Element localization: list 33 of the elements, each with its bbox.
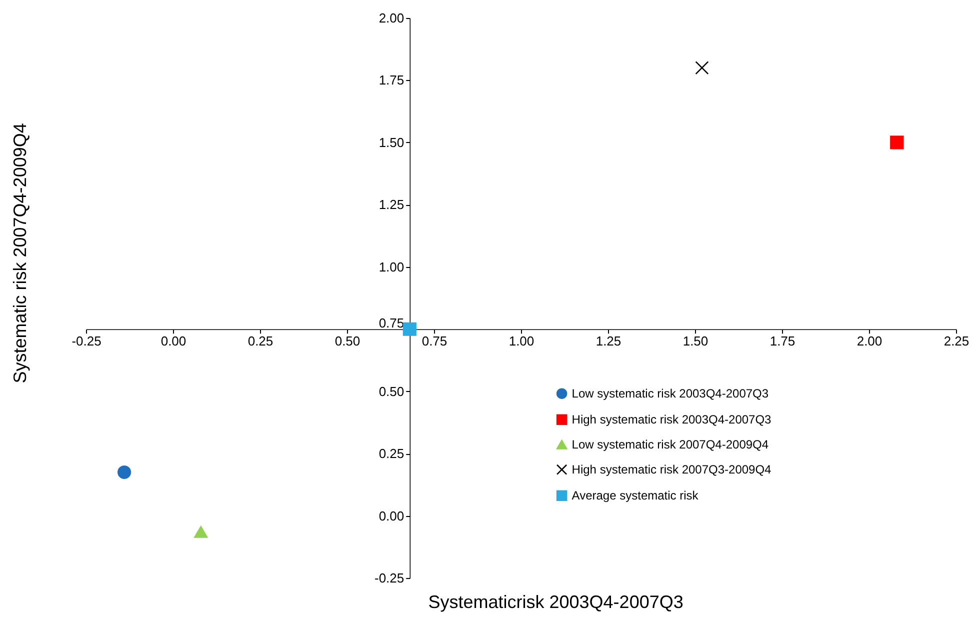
point: [194, 526, 208, 538]
y-tick-label: 0.00: [378, 508, 404, 524]
y-tick-label: 1.25: [378, 197, 404, 212]
legend-label: Low systematic risk 2007Q4-2009Q4: [572, 438, 769, 452]
y-tick-label: 0.50: [378, 384, 404, 399]
x-tick-label: -0.25: [72, 334, 102, 349]
legend-label: High systematic risk 2003Q4-2007Q3: [572, 412, 772, 427]
legend-label: Low systematic risk 2003Q4-2007Q3: [572, 386, 769, 401]
x-axis-title: Systematicrisk 2003Q4-2007Q3: [428, 592, 684, 612]
y-axis-title: Systematic risk 2007Q4-2009Q4: [10, 123, 30, 384]
y-tick-label: 0.25: [378, 446, 404, 462]
legend-label: High systematic risk 2007Q3-2009Q4: [572, 462, 772, 477]
y-tick-label: 2.00: [378, 10, 404, 26]
y-tick-label: 1.75: [378, 72, 404, 88]
x-tick-label: 1.50: [682, 334, 708, 349]
x-tick-label: 1.00: [508, 334, 534, 349]
y-tick-label: 0.75: [378, 316, 404, 331]
x-tick-label: 0.50: [334, 334, 360, 349]
y-tick-label: 1.50: [378, 134, 404, 150]
y-tick-label: 1.00: [378, 259, 404, 274]
x-tick-label: 2.25: [944, 334, 970, 349]
y-tick-label: -0.25: [374, 570, 404, 586]
x-tick-label: 0.25: [248, 334, 274, 349]
point: [402, 322, 416, 336]
x-tick-label: 1.75: [770, 334, 796, 349]
x-tick-label: 1.25: [596, 334, 622, 349]
x-tick-label: 0.75: [422, 334, 448, 349]
point: [118, 465, 132, 479]
point: [695, 61, 709, 75]
legend-label: Average systematic risk: [572, 488, 700, 503]
x-tick-label: 0.00: [160, 334, 186, 349]
x-tick-label: 2.00: [856, 334, 882, 349]
point: [890, 136, 904, 150]
